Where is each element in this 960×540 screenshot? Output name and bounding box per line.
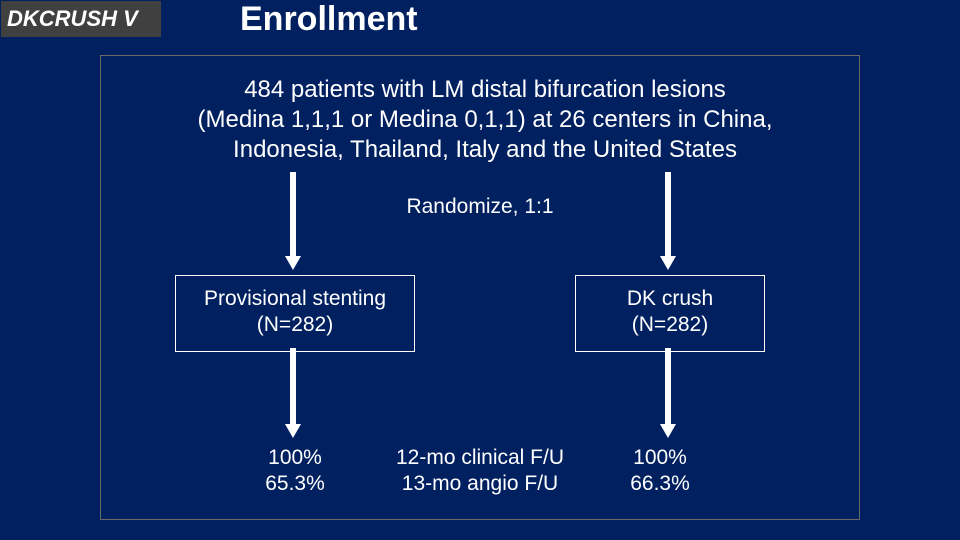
arrow-layer xyxy=(0,0,960,540)
